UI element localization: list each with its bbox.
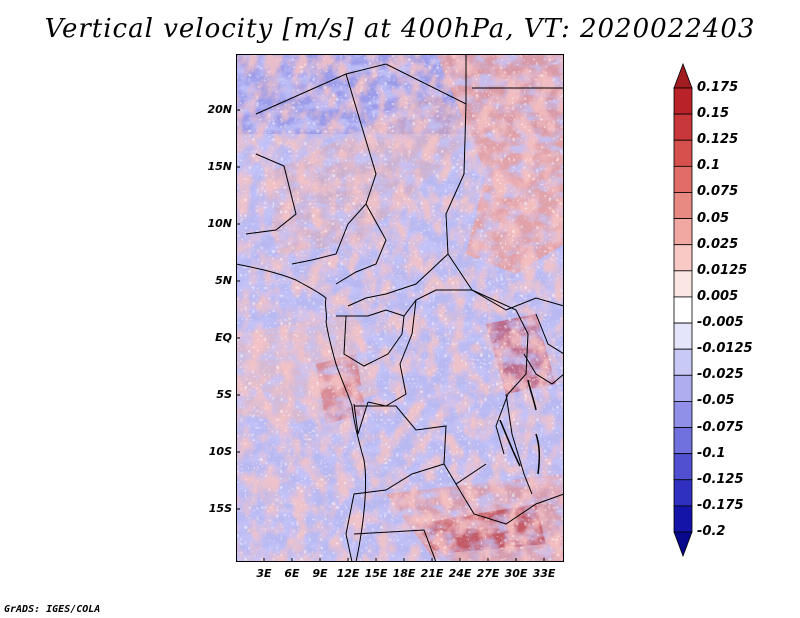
colorbar-label: 0.005 [697,288,739,304]
lon-label-12e: 12E [336,567,360,580]
colorbar-label: 0.175 [697,80,739,95]
colorbar-label: -0.005 [697,315,744,331]
lon-label-6e: 6E [284,567,300,580]
lat-label-5n: 5N [215,274,232,287]
map-title: Vertical velocity [m/s] at 400hPa, VT: 2… [44,14,756,44]
colorbar-label: -0.0125 [697,341,753,357]
colorbar-label: -0.025 [697,367,744,383]
colorbar-bin [673,87,693,115]
colorbar-label: -0.175 [697,497,744,513]
colorbar-bin [673,218,693,246]
colorbar-bin [673,244,693,272]
colorbar-label: 0.05 [697,210,730,226]
lat-label-20n: 20N [207,103,232,116]
colorbar-label: 0.025 [697,236,739,252]
colorbar [673,62,693,558]
colorbar-bin [673,192,693,219]
colorbar-label: 0.125 [697,132,739,148]
lat-label-eq: EQ [215,331,232,344]
colorbar-bin [673,139,693,167]
lon-label-18e: 18E [392,567,416,580]
colorbar-bin [673,113,693,141]
lon-label-27e: 27E [476,567,500,580]
lon-label-24e: 24E [448,567,472,580]
colorbar-label: 0.075 [697,184,739,200]
colorbar-bin [673,165,693,193]
colorbar-bin [673,479,693,507]
colorbar-bin [673,401,693,428]
lat-label-10s: 10S [208,445,232,458]
lat-label-15s: 15S [208,502,232,515]
lon-label-21e: 21E [420,567,444,580]
colorbar-bin [673,427,693,455]
colorbar-label: -0.125 [697,471,744,487]
colorbar-bin [673,348,693,376]
colorbar-label: 0.15 [697,106,730,122]
colorbar-bin [673,374,693,402]
lon-label-33e: 33E [532,567,556,580]
map-panel [236,54,564,562]
country-borders [236,54,564,562]
lon-label-3e: 3E [256,567,272,580]
grads-credit: GrADS: IGES/COLA [4,604,101,615]
lat-label-5s: 5S [216,388,232,401]
colorbar-bin [673,505,693,533]
lon-label-9e: 9E [312,567,328,580]
colorbar-label: -0.075 [697,419,744,435]
longitude-ticks [263,558,545,562]
lon-label-30e: 30E [504,567,528,580]
colorbar-label: -0.1 [697,445,726,461]
colorbar-bin [673,453,693,481]
colorbar-label: 0.1 [697,158,721,174]
lon-label-15e: 15E [364,567,388,580]
colorbar-bin [673,62,693,89]
colorbar-bin [673,322,693,350]
vertical-velocity-field [236,54,564,562]
colorbar-bin [673,531,693,558]
colorbar-label: -0.05 [697,393,735,409]
colorbar-label: -0.2 [697,524,726,539]
colorbar-bin [673,296,693,324]
lat-label-15n: 15N [207,160,232,173]
colorbar-bin [673,270,693,298]
latitude-ticks [236,109,240,510]
lat-label-10n: 10N [207,217,232,230]
colorbar-label: 0.0125 [697,262,748,278]
